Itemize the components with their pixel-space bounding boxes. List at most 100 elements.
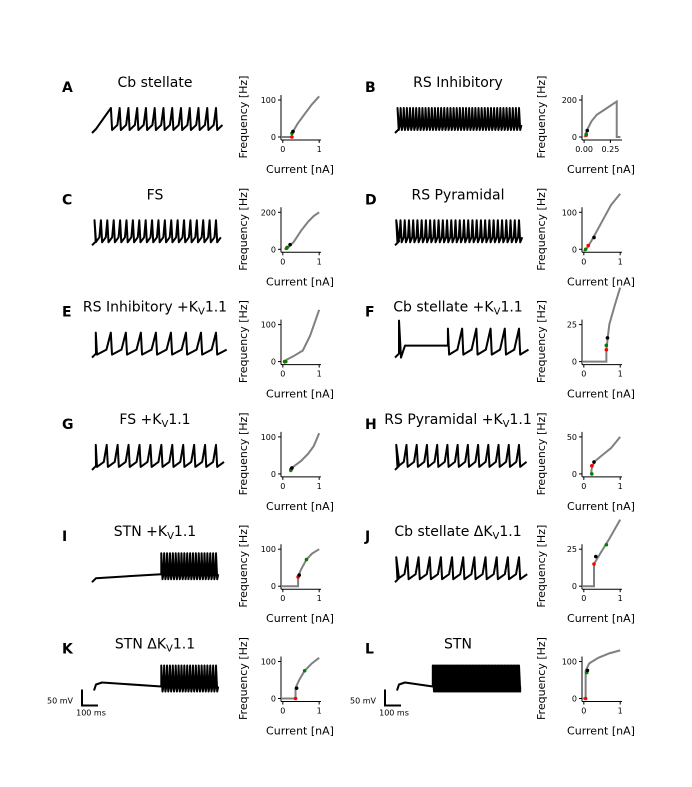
x-tick-label: 1 (317, 257, 322, 266)
red-point (604, 347, 609, 352)
black-point (605, 336, 610, 340)
scale-bar-time: 100 ms (76, 709, 106, 718)
y-tick-label: 0 (271, 470, 276, 479)
x-tick-label: 0 (280, 594, 285, 603)
panel-h: H RS Pyramidal +KV1.1 0 50 0 1 Current [nA] Fre… (365, 412, 635, 513)
x-axis-label: Current [nA] (266, 612, 334, 625)
black-point (592, 235, 596, 240)
y-tick-label: 0 (271, 133, 276, 142)
x-tick-label: 0 (581, 482, 586, 491)
red-point (293, 696, 298, 701)
x-axis-label: Current [nA] (567, 612, 635, 625)
x-tick-label: 0 (581, 594, 586, 603)
red-point (290, 135, 294, 139)
title-text: RS Pyramidal +K (384, 412, 503, 428)
panel-letter: G (62, 417, 74, 433)
y-tick-label: 0 (572, 695, 577, 704)
title-text: STN ΔK (115, 637, 167, 653)
red-point (590, 463, 594, 468)
x-axis-label: Current [nA] (266, 500, 334, 513)
fi-curve (582, 519, 622, 588)
title-text: RS Inhibitory +K (83, 300, 199, 316)
x-axis-label: Current [nA] (567, 388, 635, 401)
fi-curve (583, 99, 621, 138)
y-tick-label: 0 (572, 470, 577, 479)
title-suffix: 1.1 (174, 524, 196, 540)
panel-f: F Cb stellate +KV1.1 0 25 0 1 Current [nA] Freq… (365, 287, 635, 401)
y-axis-label: Frequency [Hz] (535, 637, 548, 720)
x-axis-label: Current [nA] (266, 275, 334, 288)
panel-title: RS Pyramidal (411, 187, 504, 203)
x-axis-label: Current [nA] (266, 388, 334, 401)
y-tick-label: 100 (261, 321, 276, 330)
x-tick-label: 1 (618, 707, 623, 716)
x-tick-label: 1 (618, 482, 623, 491)
panel-title: RS Inhibitory +KV1.1 (83, 300, 227, 318)
y-axis-label: Frequency [Hz] (237, 412, 250, 495)
y-tick-label: 0 (271, 358, 276, 367)
title-suffix: 1.1 (499, 524, 521, 540)
voltage-trace (91, 552, 220, 583)
fi-curve (281, 95, 320, 138)
scale-bar-time: 100 ms (379, 709, 409, 718)
y-tick-label: 0 (271, 582, 276, 591)
x-tick-label: 0 (280, 482, 285, 491)
panel-g: G FS +KV1.1 0 100 0 1 Current [nA] Frequency [H… (62, 412, 334, 513)
green-point (604, 542, 609, 547)
title-subscript: V (493, 531, 500, 542)
y-tick-label: 50 (567, 433, 577, 442)
green-point (590, 472, 594, 476)
title-suffix: 1.1 (500, 300, 522, 316)
title-suffix: 1.1 (509, 412, 531, 428)
title-subscript: V (161, 419, 168, 430)
x-axis-label: Current [nA] (567, 725, 635, 738)
fi-curve (281, 657, 320, 700)
title-suffix: 1.1 (168, 412, 190, 428)
y-tick-label: 100 (261, 433, 276, 442)
panel-e: E RS Inhibitory +KV1.1 0 100 0 1 Current [nA] F… (62, 300, 334, 401)
black-point (297, 573, 301, 577)
black-point (585, 128, 590, 133)
voltage-trace (394, 443, 528, 471)
y-axis-label: Frequency [Hz] (535, 188, 548, 271)
y-tick-label: 100 (261, 658, 276, 667)
voltage-trace (396, 664, 522, 693)
voltage-trace (91, 331, 228, 359)
y-tick-label: 200 (261, 208, 276, 217)
red-point (592, 562, 596, 566)
panel-title: Cb stellate (118, 75, 193, 91)
y-tick-label: 0 (572, 358, 577, 367)
title-text: FS +K (119, 412, 162, 428)
panel-letter: I (62, 529, 67, 545)
fi-curve (582, 287, 622, 363)
y-axis-label: Frequency [Hz] (535, 525, 548, 608)
voltage-trace (93, 664, 220, 693)
x-tick-label: 0 (280, 707, 285, 716)
y-axis-label: Frequency [Hz] (237, 188, 250, 271)
y-tick-label: 0 (572, 245, 577, 254)
fi-curve (590, 436, 621, 475)
voltage-trace (394, 319, 529, 359)
panel-letter: K (62, 642, 74, 658)
x-tick-label: 1 (317, 707, 322, 716)
black-point (290, 466, 294, 470)
title-text: STN +K (114, 524, 168, 540)
y-axis-label: Frequency [Hz] (237, 525, 250, 608)
panel-letter: B (365, 80, 376, 96)
y-tick-label: 25 (567, 545, 577, 554)
voltage-trace (394, 556, 528, 583)
fi-curve (582, 649, 621, 700)
red-point (586, 243, 590, 248)
panel-letter: F (365, 305, 375, 321)
black-point (291, 129, 295, 134)
y-axis-label: Frequency [Hz] (535, 76, 548, 159)
voltage-trace (394, 219, 524, 247)
y-tick-label: 100 (261, 545, 276, 554)
title-subscript: V (166, 644, 173, 655)
panel-b: B RS Inhibitory 0 200 0.00 0.25 Current [nA] Fr… (365, 75, 635, 176)
panel-letter: A (62, 80, 73, 96)
green-point (285, 245, 289, 250)
title-subscript: V (167, 531, 174, 542)
y-axis-label: Frequency [Hz] (535, 412, 548, 495)
